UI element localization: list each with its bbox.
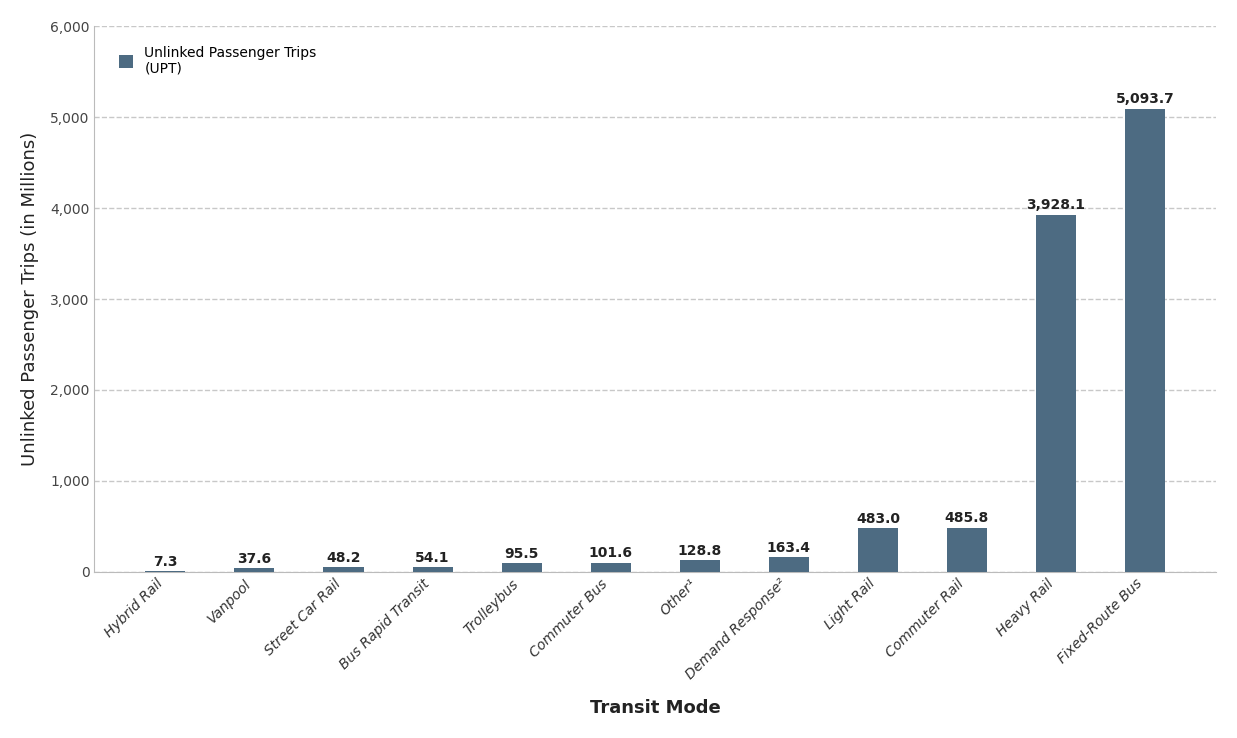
Text: 37.6: 37.6 <box>238 552 271 566</box>
Text: 95.5: 95.5 <box>505 547 539 561</box>
Text: 5,093.7: 5,093.7 <box>1116 92 1174 106</box>
Text: 3,928.1: 3,928.1 <box>1027 199 1086 213</box>
Bar <box>679 560 720 572</box>
Bar <box>948 528 987 572</box>
Text: 128.8: 128.8 <box>678 544 722 558</box>
Text: 485.8: 485.8 <box>945 511 990 525</box>
Bar <box>412 567 453 572</box>
Bar <box>234 568 275 572</box>
Bar <box>323 568 364 572</box>
Bar <box>858 528 898 572</box>
Bar <box>501 563 542 572</box>
X-axis label: Transit Mode: Transit Mode <box>590 699 721 717</box>
Bar <box>590 562 631 572</box>
Legend: Unlinked Passenger Trips
(UPT): Unlinked Passenger Trips (UPT) <box>113 38 324 83</box>
Bar <box>769 557 809 572</box>
Text: 48.2: 48.2 <box>327 551 361 565</box>
Bar <box>1037 215 1076 572</box>
Text: 7.3: 7.3 <box>153 555 178 569</box>
Text: 483.0: 483.0 <box>856 511 899 525</box>
Text: 163.4: 163.4 <box>767 541 810 555</box>
Text: 54.1: 54.1 <box>416 551 450 565</box>
Y-axis label: Unlinked Passenger Trips (in Millions): Unlinked Passenger Trips (in Millions) <box>21 132 38 466</box>
Text: 101.6: 101.6 <box>589 546 632 560</box>
Bar <box>1126 108 1165 572</box>
